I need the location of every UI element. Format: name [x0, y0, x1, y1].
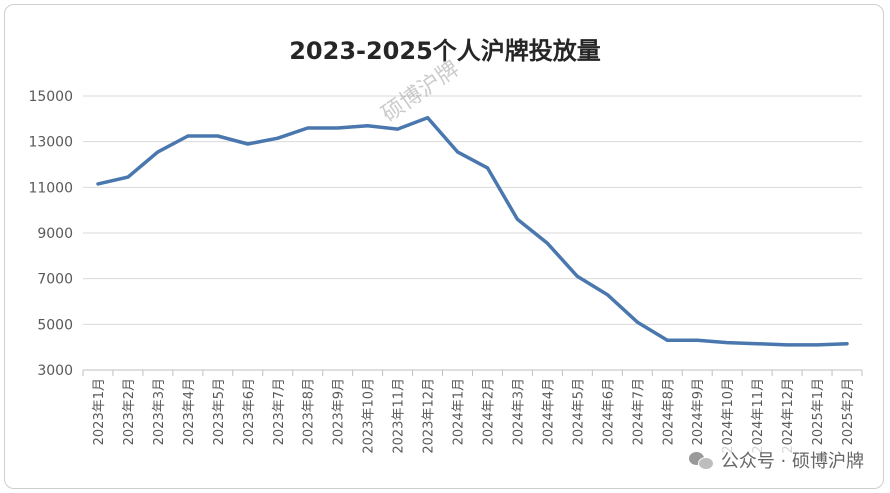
- data-point: [845, 342, 849, 346]
- x-tick-label: 2024年3月: [511, 378, 526, 445]
- y-tick-label: 11000: [28, 180, 73, 196]
- x-tick-label: 2025年1月: [811, 378, 826, 445]
- data-point: [635, 320, 639, 324]
- data-point: [605, 293, 609, 297]
- data-point: [515, 217, 519, 221]
- data-point: [456, 150, 460, 154]
- footer-text: 公众号 · 硕博沪牌: [720, 451, 864, 472]
- x-tick-label: 2023年4月: [182, 378, 197, 445]
- x-tick-label: 2024年9月: [691, 378, 706, 445]
- chart-title: 2023-2025个人沪牌投放量: [289, 37, 601, 65]
- data-point: [336, 126, 340, 130]
- x-tick-label: 2024年2月: [481, 378, 496, 445]
- data-point: [815, 343, 819, 347]
- x-tick-label: 2023年6月: [242, 378, 257, 445]
- y-tick-label: 9000: [37, 226, 73, 242]
- x-tick-label: 2024年7月: [631, 378, 646, 445]
- data-point: [246, 142, 250, 146]
- data-point: [96, 182, 100, 186]
- data-point: [156, 150, 160, 154]
- data-point: [755, 342, 759, 346]
- data-point: [306, 126, 310, 130]
- data-point: [366, 124, 370, 128]
- y-tick-label: 13000: [28, 135, 73, 151]
- x-tick-label: 2023年1月: [92, 378, 107, 445]
- x-tick-label: 2023年3月: [152, 378, 167, 445]
- footer-attribution: 公众号 · 硕博沪牌: [684, 445, 868, 475]
- x-tick-label: 2024年12月: [781, 378, 796, 454]
- data-point: [126, 175, 130, 179]
- x-tick-label: 2023年7月: [272, 378, 287, 445]
- data-point: [276, 136, 280, 140]
- x-tick-label: 2023年11月: [392, 378, 407, 454]
- x-tick-label: 2023年12月: [422, 378, 437, 454]
- x-tick-label: 2023年8月: [302, 378, 317, 445]
- y-tick-label: 15000: [28, 89, 73, 105]
- data-point: [785, 343, 789, 347]
- x-tick-label: 2023年5月: [212, 378, 227, 445]
- x-tick-label: 2023年9月: [332, 378, 347, 445]
- y-tick-label: 3000: [37, 363, 73, 379]
- x-tick-label: 2023年10月: [362, 378, 377, 454]
- x-tick-label: 2024年8月: [661, 378, 676, 445]
- data-point: [216, 134, 220, 138]
- x-tick-label: 2024年10月: [721, 378, 736, 454]
- data-point: [485, 166, 489, 170]
- data-point: [665, 338, 669, 342]
- x-tick-label: 2024年1月: [452, 378, 467, 445]
- x-tick-label: 2023年2月: [122, 378, 137, 445]
- data-point: [426, 116, 430, 120]
- x-tick-label: 2024年6月: [601, 378, 616, 445]
- data-point: [186, 134, 190, 138]
- x-tick-label: 2024年11月: [751, 378, 766, 454]
- data-point: [725, 341, 729, 345]
- wechat-icon: [688, 450, 714, 470]
- data-point: [396, 127, 400, 131]
- y-tick-label: 7000: [37, 272, 73, 288]
- x-tick-label: 2024年5月: [571, 378, 586, 445]
- y-tick-label: 5000: [37, 317, 73, 333]
- chart-frame: [4, 4, 884, 489]
- x-tick-label: 2025年2月: [841, 378, 856, 445]
- series-line: [96, 115, 849, 347]
- data-point: [545, 241, 549, 245]
- x-tick-label: 2024年4月: [541, 378, 556, 445]
- data-point: [575, 274, 579, 278]
- data-point: [695, 338, 699, 342]
